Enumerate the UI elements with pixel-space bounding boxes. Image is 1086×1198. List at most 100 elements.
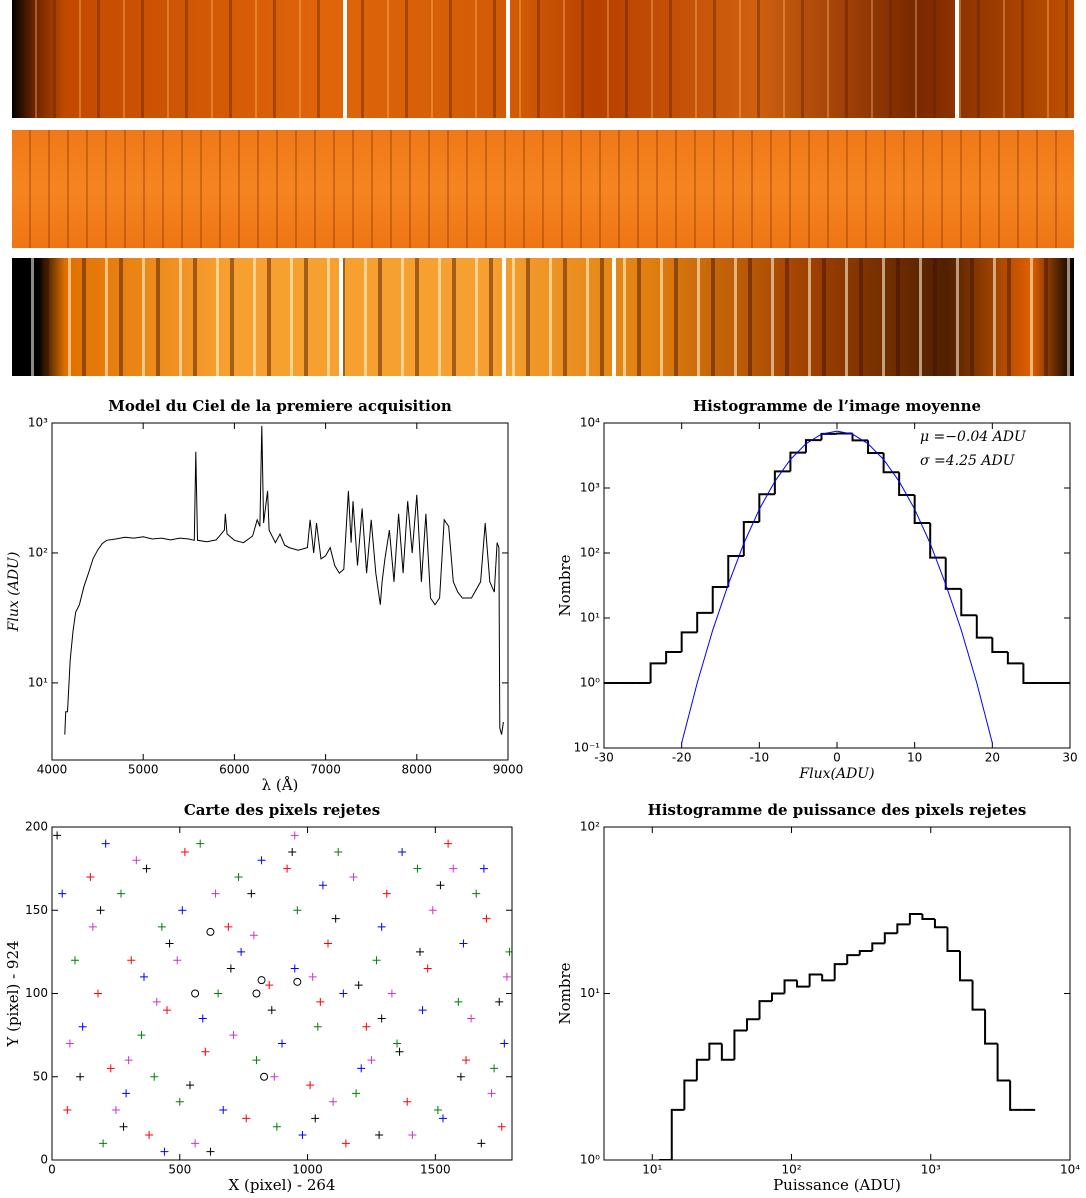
histogram-step xyxy=(1006,651,1024,665)
rejected-pixel xyxy=(377,1014,386,1023)
rejected-pixel xyxy=(272,1122,281,1131)
histogram-step xyxy=(683,1079,697,1110)
spectrum-line xyxy=(64,425,504,735)
rejected-pixel xyxy=(142,864,151,873)
y-tick-label: 10¹ xyxy=(28,675,48,689)
rejected-pixel xyxy=(106,1064,115,1073)
rejected-pixel xyxy=(454,997,463,1006)
y-tick-label: 0 xyxy=(40,1153,48,1167)
rejected-pixel xyxy=(270,1072,279,1081)
rejected-pixel xyxy=(377,922,386,931)
rejected-pixel xyxy=(416,947,424,956)
rejected-pixel xyxy=(482,914,491,923)
rejected-pixel xyxy=(267,1006,276,1015)
histogram-step xyxy=(991,637,1008,653)
y-tick-label: 10⁰ xyxy=(580,676,600,690)
rejected-pixel xyxy=(339,989,348,998)
x-tick-label: 8000 xyxy=(402,763,433,777)
y-tick-label: 150 xyxy=(25,903,48,917)
rejected-pixel xyxy=(229,1031,238,1040)
rejected-pixel xyxy=(352,1089,361,1098)
rejected-pixel xyxy=(76,1072,85,1081)
histogram-step xyxy=(796,980,810,988)
plot-area xyxy=(659,913,1036,1160)
rejected-pixel xyxy=(99,1139,108,1148)
rejected-pixel xyxy=(175,1097,184,1106)
y-tick-label: 100 xyxy=(25,986,48,1000)
x-tick-label: 10² xyxy=(781,1163,801,1177)
histogram-step xyxy=(871,942,885,951)
y-axis-label: Nombre xyxy=(556,962,574,1024)
histogram-step xyxy=(680,631,698,652)
histogram-step xyxy=(996,1043,1011,1082)
rejected-pixel xyxy=(290,831,299,840)
histogram-step xyxy=(727,554,744,587)
x-axis-label: X (pixel) - 264 xyxy=(229,1176,336,1194)
x-tick-label: -30 xyxy=(594,751,614,765)
rejected-pixel xyxy=(124,1056,133,1065)
rejected-pixel xyxy=(311,1114,320,1123)
axes-frame xyxy=(51,422,509,761)
rejected-pixel xyxy=(479,864,488,873)
y-tick-label: 10³ xyxy=(28,416,48,430)
rejected-pixel xyxy=(252,1056,261,1065)
rejected-pixel xyxy=(237,947,246,956)
histogram-step xyxy=(773,470,791,495)
y-tick-label: 10¹ xyxy=(580,611,600,625)
rejected-pixel xyxy=(71,956,79,965)
rejected-pixel xyxy=(196,839,205,848)
histogram-step xyxy=(670,1108,685,1160)
rejected-pixel xyxy=(127,956,136,965)
rejected-pixel xyxy=(58,889,67,898)
rejected-pixel xyxy=(306,1081,315,1090)
histogram-step xyxy=(1022,663,1039,684)
histogram-step xyxy=(858,949,873,956)
annotation: μ =−0.04 ADU xyxy=(920,429,1027,445)
histogram-step xyxy=(665,650,682,664)
histogram-step xyxy=(921,914,935,921)
rejected-pixel xyxy=(145,1131,154,1140)
rejected-pixel xyxy=(111,1106,120,1115)
rejected-pixel xyxy=(403,1097,412,1106)
histogram-step xyxy=(733,1029,748,1060)
rejected-pixel xyxy=(495,997,504,1006)
plot-area xyxy=(53,831,512,1156)
rejected-pixel xyxy=(86,872,95,881)
histogram-step xyxy=(758,1000,772,1020)
x-tick-label: 10 xyxy=(907,751,922,765)
rejected-pixel xyxy=(439,1114,447,1123)
x-tick-label: 10⁴ xyxy=(1060,1163,1080,1177)
histogram-step xyxy=(808,973,823,987)
rejected-pixel xyxy=(122,1089,131,1098)
y-tick-label: 10² xyxy=(28,545,48,559)
chart-title: Histogramme de puissance des pixels reje… xyxy=(648,801,1027,819)
histogram-step xyxy=(933,919,948,929)
y-axis-label: Flux (ADU) xyxy=(6,552,22,633)
plot-area xyxy=(64,425,504,735)
histogram-step xyxy=(804,439,822,453)
rejected-pixel xyxy=(152,997,161,1006)
rejected-pixel xyxy=(449,864,458,873)
histogram-step xyxy=(929,522,946,559)
rejected-pixel xyxy=(180,847,189,856)
rejected-pixel xyxy=(408,1131,417,1140)
rejected-pixel xyxy=(298,1131,307,1140)
rejected-pixel xyxy=(331,914,340,923)
y-tick-label: 10² xyxy=(580,546,600,560)
plot-area xyxy=(604,430,1070,744)
rejected-pixel xyxy=(94,989,102,998)
rejected-pixel xyxy=(418,1006,427,1015)
rejected-pixel xyxy=(324,939,332,948)
histogram-step xyxy=(783,979,798,994)
rejected-pixel xyxy=(395,1047,404,1056)
rejected-pixel xyxy=(497,1122,506,1131)
rejected-pixel xyxy=(65,1039,74,1048)
histogram-step xyxy=(960,588,977,617)
rejected-pixel xyxy=(477,1139,486,1148)
histogram-step xyxy=(984,1009,998,1045)
rejected-pixel xyxy=(313,1022,322,1031)
rejected-pixel xyxy=(165,939,174,948)
histogram-step xyxy=(959,950,973,982)
rejected-pixel xyxy=(459,939,468,948)
x-tick-label: 1000 xyxy=(292,1163,323,1177)
